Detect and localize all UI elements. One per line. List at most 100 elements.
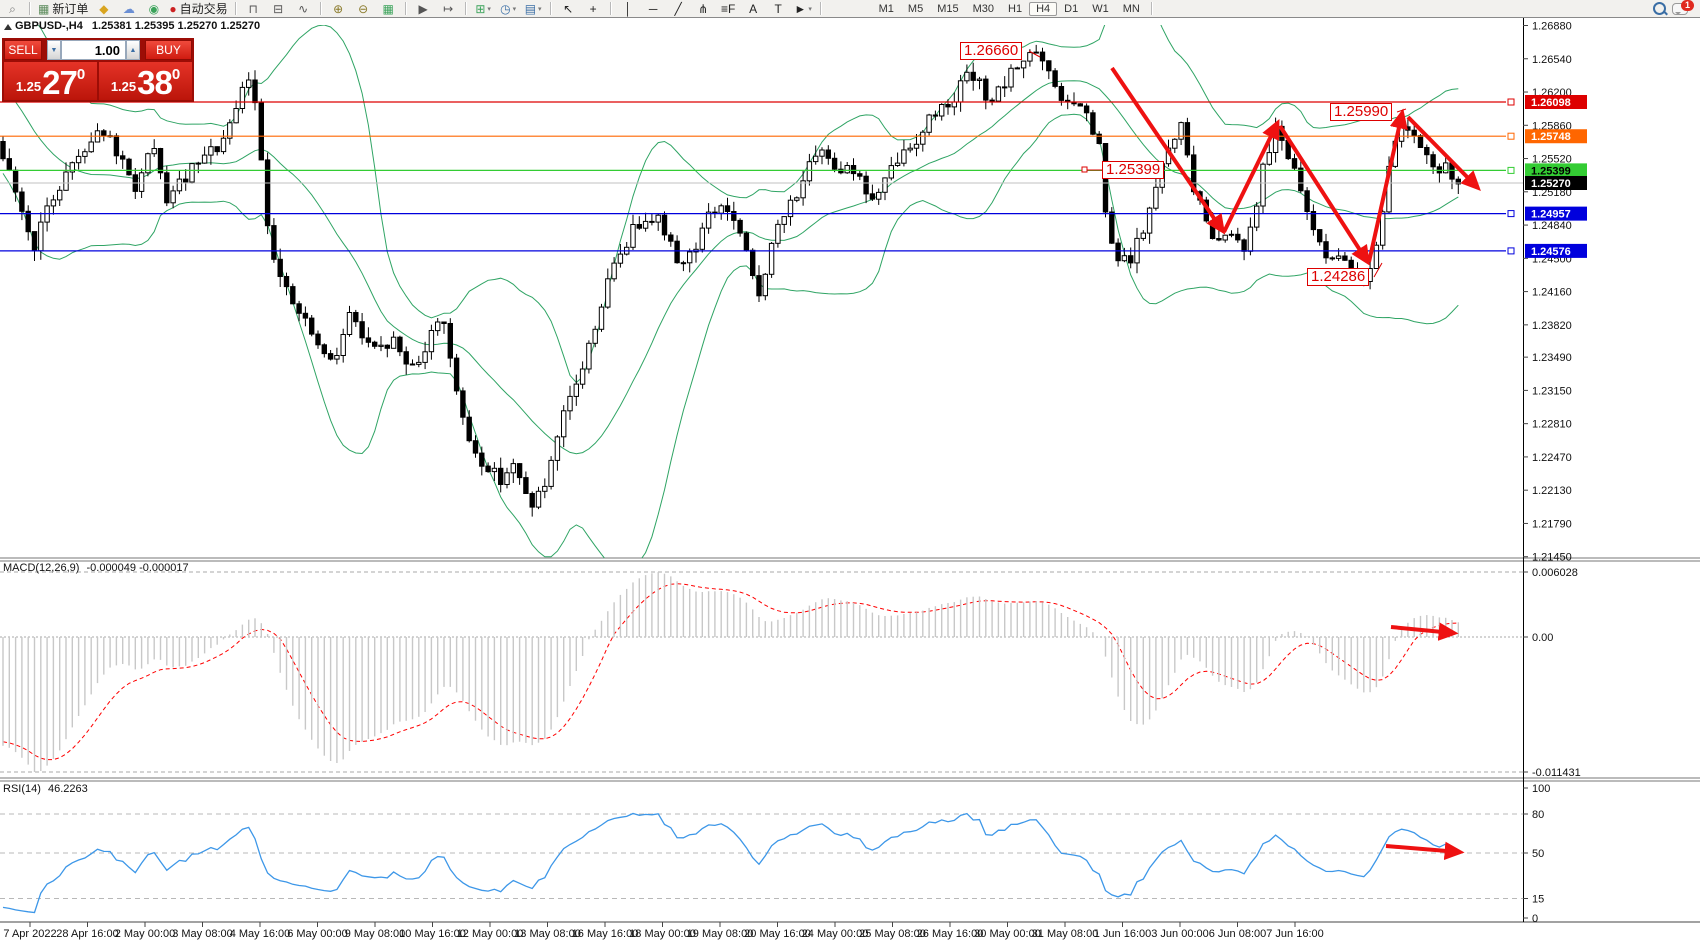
svg-text:100: 100 (1532, 783, 1550, 795)
one-click-trading-panel: SELL ▼ 1.00 ▲ BUY 1.25 27 0 1.25 38 0 (2, 38, 194, 102)
rsi-panel: 100 80 50 15 0 (0, 783, 1550, 925)
macd-histogram (2, 572, 1460, 772)
new-order-icon: ▦ (38, 1, 50, 16)
sell-price[interactable]: 1.25 27 0 (4, 62, 97, 100)
svg-text:1 Jun 16:00: 1 Jun 16:00 (1094, 928, 1152, 940)
collapse-panel-icon[interactable] (4, 24, 12, 30)
line-chart-icon[interactable]: ∿ (292, 1, 315, 16)
svg-text:1.23820: 1.23820 (1532, 320, 1572, 332)
volume-input[interactable]: 1.00 (61, 40, 126, 60)
indicators-icon-dropdown[interactable]: ▾ (487, 5, 491, 13)
timeframe-d1[interactable]: D1 (1064, 2, 1079, 15)
signal-icon[interactable]: ◉ (142, 1, 165, 16)
new-order-icon[interactable]: ▦ 新订单 (36, 1, 90, 17)
indicators-icon[interactable]: ⊞ ▾ (472, 1, 495, 16)
tile-windows-icon[interactable]: ▦ (377, 1, 400, 16)
svg-text:1.25748: 1.25748 (1531, 131, 1571, 143)
volume-increase-button[interactable]: ▲ (126, 40, 140, 60)
search-icon[interactable]: ⌕ (1, 1, 24, 16)
text-icon[interactable]: A (742, 1, 765, 16)
chart-shift-icon[interactable]: ↦ (437, 1, 460, 16)
timeframe-h4[interactable]: H4 (1029, 1, 1058, 16)
svg-text:31 May 08:00: 31 May 08:00 (1032, 928, 1099, 940)
chat-icon[interactable]: 1 (1672, 0, 1694, 15)
buy-button[interactable]: BUY (145, 40, 192, 60)
zoom-in-icon: ⊕ (333, 1, 344, 16)
timeframe-m5[interactable]: M5 (907, 2, 924, 15)
svg-text:24 May 00:00: 24 May 00:00 (802, 928, 869, 940)
volume-decrease-button[interactable]: ▼ (47, 40, 61, 60)
label-icon[interactable]: T (767, 1, 790, 16)
sell-button[interactable]: SELL (4, 40, 42, 60)
auto-scroll-icon: ▶ (418, 1, 428, 16)
svg-text:1.25520: 1.25520 (1532, 154, 1572, 166)
horizontal-line-icon[interactable]: ─ (642, 1, 665, 16)
autotrading-icon[interactable]: ● 自动交易 (167, 1, 229, 17)
cursor-icon[interactable]: ↖ (557, 1, 580, 16)
svg-text:19 May 08:00: 19 May 08:00 (687, 928, 754, 940)
trend-arrows[interactable] (1110, 66, 1481, 860)
sell-price-small: 1.25 (15, 79, 42, 94)
new-order-icon-label: 新订单 (52, 2, 89, 16)
svg-text:1.26098: 1.26098 (1531, 97, 1571, 109)
profiles-icon[interactable]: ◆ (92, 1, 115, 16)
bar-chart-icon[interactable]: ⊓ (242, 1, 265, 16)
svg-text:80: 80 (1532, 809, 1544, 821)
candlestick-chart-icon[interactable]: ⊟ (267, 1, 290, 16)
timeframe-h1[interactable]: H1 (1008, 2, 1023, 15)
timeframe-group: M1 M5 M15 M30 H1 H4 D1 W1 MN (872, 1, 1147, 16)
timeframe-m15[interactable]: M15 (937, 2, 959, 15)
auto-scroll-icon[interactable]: ▶ (412, 1, 435, 16)
arrows-icon[interactable]: ► ▾ (792, 1, 815, 16)
templates-icon: ▤ (524, 1, 537, 16)
svg-text:50: 50 (1532, 848, 1544, 860)
autotrading-icon-label: 自动交易 (179, 2, 228, 16)
price-annotation[interactable]: 1.25990 (1330, 103, 1393, 121)
chart-canvas[interactable]: 1.268801.265401.262001.258601.255201.251… (0, 17, 1700, 943)
toolbar-separator (1150, 2, 1153, 15)
label-icon: T (774, 1, 782, 16)
templates-icon[interactable]: ▤ ▾ (522, 1, 545, 16)
buy-price[interactable]: 1.25 38 0 (99, 62, 192, 100)
svg-text:28 Apr 16:00: 28 Apr 16:00 (56, 928, 118, 940)
charts-cloud-icon[interactable]: ☁ (117, 1, 140, 16)
profiles-icon: ◆ (99, 1, 109, 16)
tile-windows-icon: ▦ (382, 1, 394, 16)
svg-text:12 May 00:00: 12 May 00:00 (457, 928, 524, 940)
candles-layer (0, 44, 1461, 517)
search-icon: ⌕ (9, 1, 16, 16)
svg-text:16 May 16:00: 16 May 16:00 (572, 928, 639, 940)
search-icon[interactable] (1653, 2, 1666, 15)
timeframe-mn[interactable]: MN (1122, 2, 1140, 15)
timeframe-m1[interactable]: M1 (878, 2, 894, 15)
timeframe-w1[interactable]: W1 (1092, 2, 1109, 15)
arrows-icon-dropdown[interactable]: ▾ (808, 5, 812, 13)
vertical-line-icon[interactable]: │ (617, 1, 640, 16)
periods-icon-dropdown[interactable]: ▾ (512, 5, 517, 13)
svg-text:1.22810: 1.22810 (1532, 419, 1572, 431)
svg-text:1.25399: 1.25399 (1531, 165, 1571, 177)
price-annotation[interactable]: 1.26660 (960, 42, 1023, 60)
price-annotation[interactable]: 1.25399 (1102, 161, 1165, 179)
horizontal-level-lines[interactable] (0, 98, 1515, 255)
candlestick-chart-icon: ⊟ (273, 1, 284, 16)
timeframe-m30[interactable]: M30 (972, 2, 994, 15)
svg-text:3 Jun 00:00: 3 Jun 00:00 (1151, 928, 1209, 940)
crosshair-icon[interactable]: + (582, 1, 605, 16)
fibonacci-icon[interactable]: ≡F (717, 1, 740, 16)
templates-icon-dropdown[interactable]: ▾ (538, 5, 542, 13)
cursor-icon: ↖ (563, 1, 574, 16)
periods-icon[interactable]: ◷ ▾ (497, 1, 520, 16)
symbol-bar: GBPUSD-,H4 1.25381 1.25395 1.25270 1.252… (15, 20, 260, 32)
crosshair-icon: + (589, 1, 597, 16)
channel-icon[interactable]: ⋔ (692, 1, 715, 16)
zoom-in-icon[interactable]: ⊕ (327, 1, 350, 16)
zoom-out-icon[interactable]: ⊖ (352, 1, 375, 16)
macd-label: MACD(12,26,9) (3, 562, 80, 574)
notification-badge: 1 (1681, 0, 1694, 11)
svg-text:18 May 00:00: 18 May 00:00 (629, 928, 696, 940)
svg-text:1.26880: 1.26880 (1532, 20, 1572, 32)
price-annotation[interactable]: 1.24286 (1307, 268, 1370, 286)
trendline-icon[interactable]: ╱ (667, 1, 690, 16)
